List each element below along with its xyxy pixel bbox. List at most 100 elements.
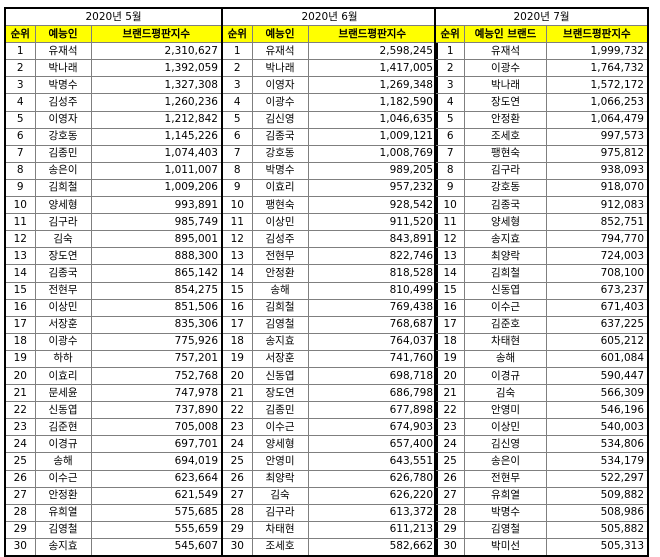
- name-cell: 이수근: [464, 298, 547, 317]
- name-cell: 서장훈: [251, 349, 309, 368]
- table-row: 27 김숙 626,220: [221, 486, 438, 505]
- name-cell: 강호동: [34, 127, 92, 146]
- name-cell: 유재석: [251, 42, 309, 61]
- rank-cell: 15: [221, 281, 253, 300]
- name-cell: 김숙: [464, 384, 547, 403]
- rank-cell: 30: [434, 537, 466, 557]
- score-cell: 657,400: [307, 435, 438, 454]
- rank-cell: 21: [434, 384, 466, 403]
- table-row: 9 강호동 918,070: [434, 178, 649, 198]
- period-title: 2020년 6월: [221, 7, 438, 27]
- name-cell: 유재석: [34, 42, 92, 61]
- table-row: 27 유희열 509,882: [434, 486, 649, 505]
- table-row: 23 김준현 705,008: [4, 418, 223, 437]
- table-row: 6 조세호 997,573: [434, 127, 649, 146]
- score-cell: 566,309: [545, 384, 649, 403]
- name-cell: 김성주: [251, 230, 309, 249]
- score-cell: 835,306: [90, 315, 223, 334]
- score-cell: 918,070: [545, 178, 649, 198]
- rank-cell: 6: [4, 127, 36, 146]
- name-cell: 송지효: [464, 230, 547, 249]
- name-cell: 김준호: [464, 315, 547, 334]
- table-row: 5 안정환 1,064,479: [434, 110, 649, 129]
- rank-cell: 8: [4, 161, 36, 180]
- score-cell: 993,891: [90, 196, 223, 215]
- name-cell: 박나래: [34, 59, 92, 78]
- table-row: 10 양세형 993,891: [4, 196, 223, 215]
- name-cell: 이상민: [34, 298, 92, 317]
- table-row: 16 김희철 769,438: [221, 298, 438, 317]
- name-cell: 이영자: [251, 76, 309, 95]
- score-cell: 747,978: [90, 384, 223, 403]
- score-cell: 673,237: [545, 281, 649, 300]
- rank-cell: 4: [434, 93, 466, 112]
- score-cell: 534,806: [545, 435, 649, 454]
- rank-cell: 3: [434, 76, 466, 95]
- name-cell: 양세형: [251, 435, 309, 454]
- table-row: 17 김영철 768,687: [221, 315, 438, 334]
- table-row: 18 이광수 775,926: [4, 332, 223, 351]
- name-cell: 조세호: [251, 537, 309, 557]
- rank-cell: 8: [434, 161, 466, 180]
- rank-cell: 7: [434, 144, 466, 163]
- name-cell: 이경규: [34, 435, 92, 454]
- table-row: 13 장도연 888,300: [4, 247, 223, 266]
- name-cell: 신동엽: [251, 366, 309, 386]
- name-cell: 문세윤: [34, 384, 92, 403]
- rank-cell: 22: [434, 401, 466, 420]
- score-cell: 1,145,226: [90, 127, 223, 146]
- score-cell: 997,573: [545, 127, 649, 146]
- table-row: 19 서장훈 741,760: [221, 349, 438, 368]
- name-cell: 이영자: [34, 110, 92, 129]
- table-row: 20 신동엽 698,718: [221, 366, 438, 386]
- score-cell: 555,659: [90, 520, 223, 539]
- table-row: 29 차태현 611,213: [221, 520, 438, 539]
- table-row: 30 조세호 582,662: [221, 537, 438, 557]
- rank-cell: 11: [221, 213, 253, 232]
- name-cell: 안정환: [251, 264, 309, 283]
- table-row: 26 전현무 522,297: [434, 469, 649, 488]
- rank-cell: 28: [4, 503, 36, 522]
- score-cell: 1,009,206: [90, 178, 223, 198]
- rank-cell: 21: [4, 384, 36, 403]
- score-cell: 975,812: [545, 144, 649, 163]
- rank-cell: 2: [434, 59, 466, 78]
- rank-cell: 24: [434, 435, 466, 454]
- table-row: 21 장도연 686,798: [221, 384, 438, 403]
- rank-cell: 25: [4, 452, 36, 471]
- table-row: 5 이영자 1,212,842: [4, 110, 223, 129]
- score-cell: 865,142: [90, 264, 223, 283]
- score-cell: 674,903: [307, 418, 438, 437]
- rank-cell: 17: [434, 315, 466, 334]
- table-row: 7 강호동 1,008,769: [221, 144, 438, 163]
- score-cell: 601,084: [545, 349, 649, 368]
- rank-cell: 30: [221, 537, 253, 557]
- name-cell: 김구라: [34, 213, 92, 232]
- score-cell: 895,001: [90, 230, 223, 249]
- score-cell: 643,551: [307, 452, 438, 471]
- name-cell: 이광수: [251, 93, 309, 112]
- score-cell: 505,313: [545, 537, 649, 557]
- table-row: 27 안정환 621,549: [4, 486, 223, 505]
- name-cell: 강호동: [251, 144, 309, 163]
- score-cell: 768,687: [307, 315, 438, 334]
- rank-cell: 15: [434, 281, 466, 300]
- period-title: 2020년 7월: [434, 7, 649, 27]
- name-cell: 송은이: [34, 161, 92, 180]
- name-header: 예능인 브랜드: [464, 25, 547, 44]
- score-cell: 505,882: [545, 520, 649, 539]
- score-cell: 1,417,005: [307, 59, 438, 78]
- score-cell: 637,225: [545, 315, 649, 334]
- rank-cell: 23: [4, 418, 36, 437]
- table-row: 17 김준호 637,225: [434, 315, 649, 334]
- table-row: 30 송지효 545,607: [4, 537, 223, 557]
- name-cell: 김준현: [34, 418, 92, 437]
- name-cell: 장도연: [34, 247, 92, 266]
- rank-cell: 13: [4, 247, 36, 266]
- table-row: 17 서장훈 835,306: [4, 315, 223, 334]
- name-cell: 팽현숙: [464, 144, 547, 163]
- table-row: 11 양세형 852,751: [434, 213, 649, 232]
- table-row: 22 김종민 677,898: [221, 401, 438, 420]
- rank-cell: 20: [221, 366, 253, 386]
- score-cell: 534,179: [545, 452, 649, 471]
